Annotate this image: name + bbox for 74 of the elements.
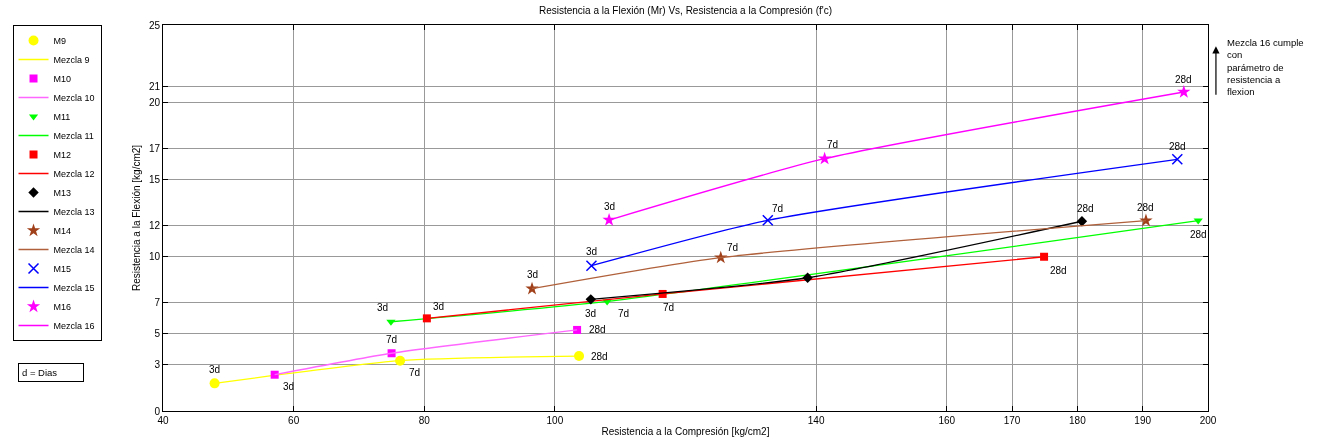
annotation: 3d xyxy=(377,302,389,313)
point xyxy=(1139,213,1153,227)
annotation: 28d xyxy=(1175,74,1192,85)
annotation: 3d xyxy=(283,381,295,392)
legend-label: Mezcla 10 xyxy=(53,93,95,104)
legend-label: M13 xyxy=(53,188,72,199)
x-tick-label: 160 xyxy=(938,415,956,426)
x-tick-label: 60 xyxy=(288,415,300,426)
legend-label: Mezcla 13 xyxy=(53,207,95,218)
y-tick-label: 3 xyxy=(154,359,161,371)
annotation: 3d xyxy=(527,269,539,280)
point xyxy=(585,259,598,272)
point xyxy=(573,325,582,334)
point xyxy=(422,314,431,323)
legend-label: M12 xyxy=(53,150,72,161)
x-axis-title: Resistencia a la Compresión [kg/cm2] xyxy=(601,425,770,437)
x-tick-label: 80 xyxy=(418,415,431,426)
annotation: 7d xyxy=(663,302,675,313)
y-tick-label: 15 xyxy=(148,173,161,185)
y-tick-label: 20 xyxy=(148,96,161,108)
annotation: 28d xyxy=(591,351,608,362)
text: d = Dias xyxy=(22,367,58,378)
legend-label: Mezcla 12 xyxy=(53,169,95,180)
y-tick-label: 12 xyxy=(148,220,161,232)
x-tick-label: 190 xyxy=(1134,415,1152,426)
legend-label: Mezcla 9 xyxy=(53,55,90,66)
legend-label: M11 xyxy=(53,112,71,123)
x-tick-label: 200 xyxy=(1199,415,1217,426)
annotation: 3d xyxy=(209,364,221,375)
y-tick-label: 7 xyxy=(154,297,161,309)
annotation: 7d xyxy=(772,203,784,214)
point xyxy=(762,214,774,227)
point xyxy=(270,370,279,379)
annotation: 3d xyxy=(586,246,598,257)
annotation: 7d xyxy=(727,242,739,253)
point xyxy=(574,351,585,362)
legend-label: Mezcla 15 xyxy=(53,283,95,294)
annotation: 3d xyxy=(604,201,616,212)
legend-label: M9 xyxy=(53,36,67,47)
x-tick-label: 170 xyxy=(1003,415,1021,426)
annotation: 7d xyxy=(409,367,421,378)
text: Mezcla 16 cumple con parámetro de resistencia a flexion xyxy=(1227,37,1304,98)
y-tick-label: 5 xyxy=(154,328,161,340)
legend-label: M15 xyxy=(53,264,72,275)
x-tick-label: 140 xyxy=(807,415,825,426)
annotation: 28d xyxy=(1137,202,1154,213)
legend-label: Mezcla 16 xyxy=(53,321,95,332)
annotation: 28d xyxy=(1050,265,1067,276)
y-axis-title: Resistencia a la Flexión [kg/cm2] xyxy=(130,144,142,292)
annotation: 28d xyxy=(1077,203,1094,214)
point xyxy=(1171,153,1184,166)
y-tick-label: 25 xyxy=(148,19,161,31)
annotation: 7d xyxy=(386,334,398,345)
legend-label: Mezcla 14 xyxy=(53,245,95,256)
legend-label: M14 xyxy=(53,226,72,237)
y-tick-label: 10 xyxy=(148,251,161,263)
annotation: 7d xyxy=(618,308,630,319)
annotation: 3d xyxy=(585,308,597,319)
x-tick-label: 180 xyxy=(1069,415,1087,426)
x-tick-label: 40 xyxy=(157,415,169,426)
y-tick-label: 21 xyxy=(148,81,161,93)
y-tick-label: 17 xyxy=(148,143,161,155)
annotation: 7d xyxy=(827,139,839,150)
annotation: 28d xyxy=(589,324,606,335)
legend-label: M10 xyxy=(53,74,72,85)
legend-label: Mezcla 11 xyxy=(53,131,94,142)
x-tick-label: 100 xyxy=(546,415,564,426)
chart-title: Resistencia a la Flexión (Mr) Vs, Resistencia a la Compresión (f'c) xyxy=(538,4,833,16)
annotation: 28d xyxy=(1190,229,1207,240)
point xyxy=(1177,85,1191,98)
legend-label: M16 xyxy=(53,302,72,313)
annotation: 3d xyxy=(433,301,445,312)
y-tick-label: 0 xyxy=(154,405,161,417)
annotation: 28d xyxy=(1169,141,1186,152)
